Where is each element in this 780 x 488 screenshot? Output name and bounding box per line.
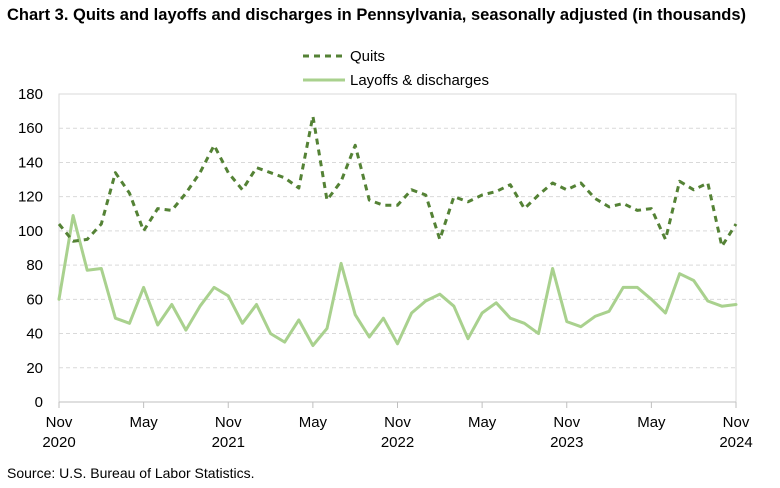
x-tick-year-label: 2023 (550, 434, 583, 451)
y-tick-label: 180 (18, 86, 43, 103)
y-tick-label: 160 (18, 120, 43, 137)
x-tick-label: May (299, 414, 328, 431)
x-tick-year-label: 2022 (381, 434, 414, 451)
x-tick-label: Nov (553, 414, 580, 431)
series-line-quits (57, 114, 738, 248)
y-tick-label: 40 (26, 326, 43, 343)
legend-label: Quits (350, 48, 385, 65)
y-tick-label: 120 (18, 189, 43, 206)
x-tick-year-label: 2020 (42, 434, 75, 451)
x-tick-label: Nov (215, 414, 242, 431)
y-tick-label: 20 (26, 360, 43, 377)
series-line-layoffs-discharges (57, 214, 738, 347)
source-note: Source: U.S. Bureau of Labor Statistics. (7, 465, 255, 481)
y-tick-label: 140 (18, 154, 43, 171)
y-tick-label: 60 (26, 291, 43, 308)
chart-title: Chart 3. Quits and layoffs and discharge… (7, 6, 747, 24)
plot-area (58, 93, 737, 403)
x-tick-label: Nov (46, 414, 73, 431)
y-tick-label: 80 (26, 257, 43, 274)
y-tick-label: 0 (35, 394, 43, 411)
x-tick-label: May (468, 414, 497, 431)
legend-label: Layoffs & discharges (350, 72, 489, 89)
x-tick-label: May (637, 414, 666, 431)
x-tick-year-label: 2021 (212, 434, 245, 451)
x-tick-label: May (129, 414, 158, 431)
x-tick-year-label: 2024 (719, 434, 752, 451)
x-tick-label: Nov (723, 414, 750, 431)
x-tick-label: Nov (384, 414, 411, 431)
y-tick-label: 100 (18, 223, 43, 240)
